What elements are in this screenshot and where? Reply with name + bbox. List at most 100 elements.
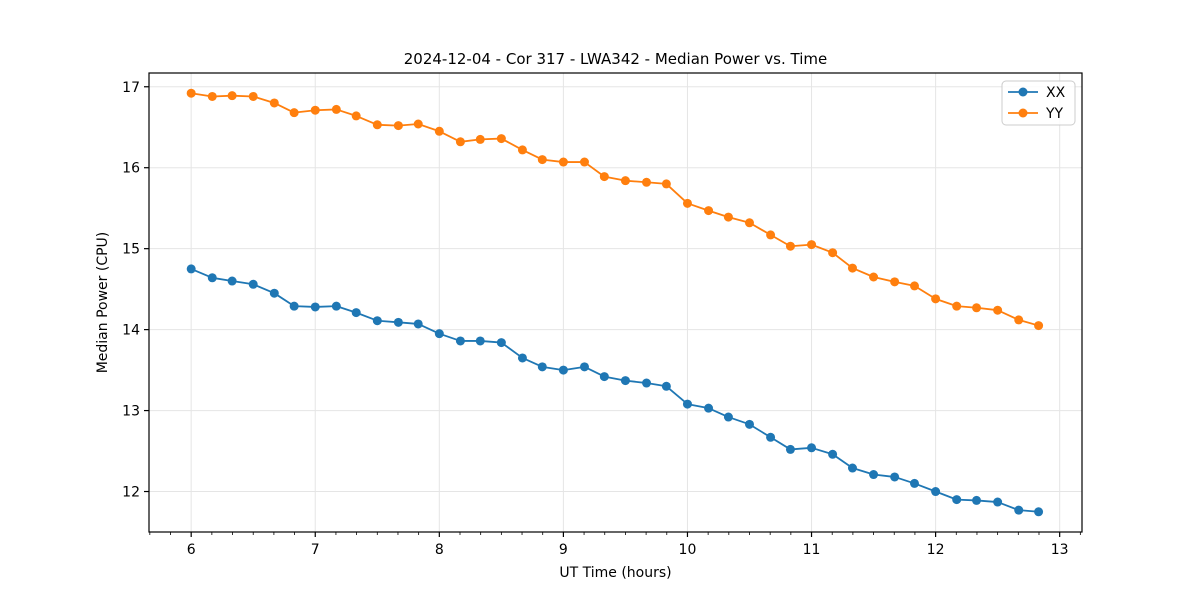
series-YY-marker bbox=[269, 98, 279, 108]
series-XX-marker bbox=[1014, 505, 1024, 515]
series-XX-marker bbox=[558, 365, 568, 375]
series-XX-marker bbox=[993, 497, 1003, 507]
series-XX-marker bbox=[227, 276, 237, 286]
series-XX-marker bbox=[207, 273, 217, 283]
series-YY-line bbox=[191, 92, 1039, 327]
legend: XX YY bbox=[1001, 80, 1076, 126]
series-YY-marker bbox=[289, 108, 299, 118]
series-YY-marker bbox=[723, 212, 733, 222]
series-YY-marker bbox=[351, 111, 361, 121]
series-XX-marker bbox=[869, 470, 879, 480]
series-XX-marker bbox=[723, 412, 733, 422]
series-YY-marker bbox=[869, 272, 879, 282]
series-XX-marker bbox=[704, 403, 714, 413]
series-XX-marker bbox=[807, 443, 817, 453]
series-XX-marker bbox=[310, 302, 320, 312]
series-YY-marker bbox=[1014, 315, 1024, 325]
legend-label: YY bbox=[1045, 106, 1064, 122]
series-YY-marker bbox=[393, 121, 403, 131]
y-tick-label: 15 bbox=[122, 242, 140, 258]
series-XX-marker bbox=[910, 478, 920, 488]
series-YY-marker bbox=[372, 120, 382, 130]
x-tick-label: 13 bbox=[1051, 542, 1069, 558]
series-XX-marker bbox=[890, 472, 900, 482]
y-tick-label: 12 bbox=[122, 485, 140, 501]
series-YY-marker bbox=[186, 88, 196, 98]
series-XX-marker bbox=[785, 444, 795, 454]
series-YY-marker bbox=[766, 230, 776, 240]
x-tick-label: 6 bbox=[187, 542, 196, 558]
series-YY-marker bbox=[496, 134, 506, 144]
series-YY-marker bbox=[993, 305, 1003, 315]
legend-marker-sample bbox=[1018, 87, 1028, 97]
series-YY-marker bbox=[558, 157, 568, 167]
x-axis-label: UT Time (hours) bbox=[559, 565, 671, 581]
series-YY-marker bbox=[579, 157, 589, 167]
tick-layer bbox=[144, 86, 1081, 537]
series-YY-marker bbox=[952, 301, 962, 311]
series-XX-marker bbox=[1034, 507, 1044, 517]
series-YY-marker bbox=[910, 281, 920, 291]
series-XX-marker bbox=[661, 381, 671, 391]
series-XX-marker bbox=[413, 319, 423, 329]
series-YY-marker bbox=[475, 134, 485, 144]
legend-marker-sample bbox=[1018, 108, 1028, 118]
series-XX-marker bbox=[972, 495, 982, 505]
legend-label: XX bbox=[1046, 85, 1066, 101]
series-XX-marker bbox=[766, 432, 776, 442]
x-tick-label: 11 bbox=[803, 542, 821, 558]
series-XX-marker bbox=[931, 487, 941, 497]
tick-label-layer: 6 7 8 9 10 11 12 13 12 13 14 15 16 17 bbox=[122, 80, 1068, 558]
series-XX-marker bbox=[372, 316, 382, 326]
x-tick-label: 7 bbox=[311, 542, 320, 558]
series-XX-marker bbox=[351, 308, 361, 318]
series-YY-marker bbox=[517, 145, 527, 155]
grid-layer bbox=[149, 73, 1082, 532]
x-tick-label: 8 bbox=[435, 542, 444, 558]
series-YY-marker bbox=[807, 240, 817, 250]
series-YY-marker bbox=[455, 137, 465, 147]
y-axis-label: Median Power (CPU) bbox=[95, 232, 111, 374]
series-XX-marker bbox=[682, 399, 692, 409]
series-YY-marker bbox=[207, 91, 217, 101]
series-YY-marker bbox=[642, 177, 652, 187]
series-YY-marker bbox=[599, 172, 609, 182]
series-YY-marker bbox=[890, 277, 900, 287]
series-YY-marker bbox=[931, 294, 941, 304]
series-XX-marker bbox=[455, 336, 465, 346]
series-YY-marker bbox=[227, 91, 237, 101]
x-tick-label: 9 bbox=[559, 542, 568, 558]
series-YY-marker bbox=[1034, 321, 1044, 331]
series-XX-marker bbox=[475, 336, 485, 346]
series-XX-marker bbox=[434, 329, 444, 339]
series-XX-marker bbox=[517, 353, 527, 363]
series-YY-marker bbox=[828, 248, 838, 258]
series-YY-marker bbox=[248, 91, 258, 101]
axes-spines bbox=[148, 72, 1083, 533]
series-YY-marker bbox=[704, 206, 714, 216]
series-YY-marker bbox=[661, 179, 671, 189]
series-YY-marker bbox=[331, 104, 341, 114]
series-YY-marker bbox=[785, 241, 795, 251]
y-tick-label: 17 bbox=[122, 80, 140, 96]
series-XX-marker bbox=[744, 419, 754, 429]
y-tick-label: 14 bbox=[122, 323, 140, 339]
series-XX-marker bbox=[289, 301, 299, 311]
series-YY-marker bbox=[847, 263, 857, 273]
series-YY-marker bbox=[413, 119, 423, 129]
series-XX-marker bbox=[642, 378, 652, 388]
legend-entry-XX: XX bbox=[1008, 85, 1066, 101]
series-YY-marker bbox=[620, 176, 630, 186]
series-XX-marker bbox=[248, 279, 258, 289]
series-XX-marker bbox=[620, 376, 630, 386]
series-XX-marker bbox=[496, 338, 506, 348]
legend-entry-YY: YY bbox=[1008, 106, 1064, 122]
chart-title: 2024-12-04 - Cor 317 - LWA342 - Median P… bbox=[404, 50, 828, 68]
series-XX-marker bbox=[537, 362, 547, 372]
series-XX-marker bbox=[579, 362, 589, 372]
series-YY-marker bbox=[744, 218, 754, 228]
series-YY-marker bbox=[537, 155, 547, 165]
x-tick-label: 10 bbox=[679, 542, 697, 558]
